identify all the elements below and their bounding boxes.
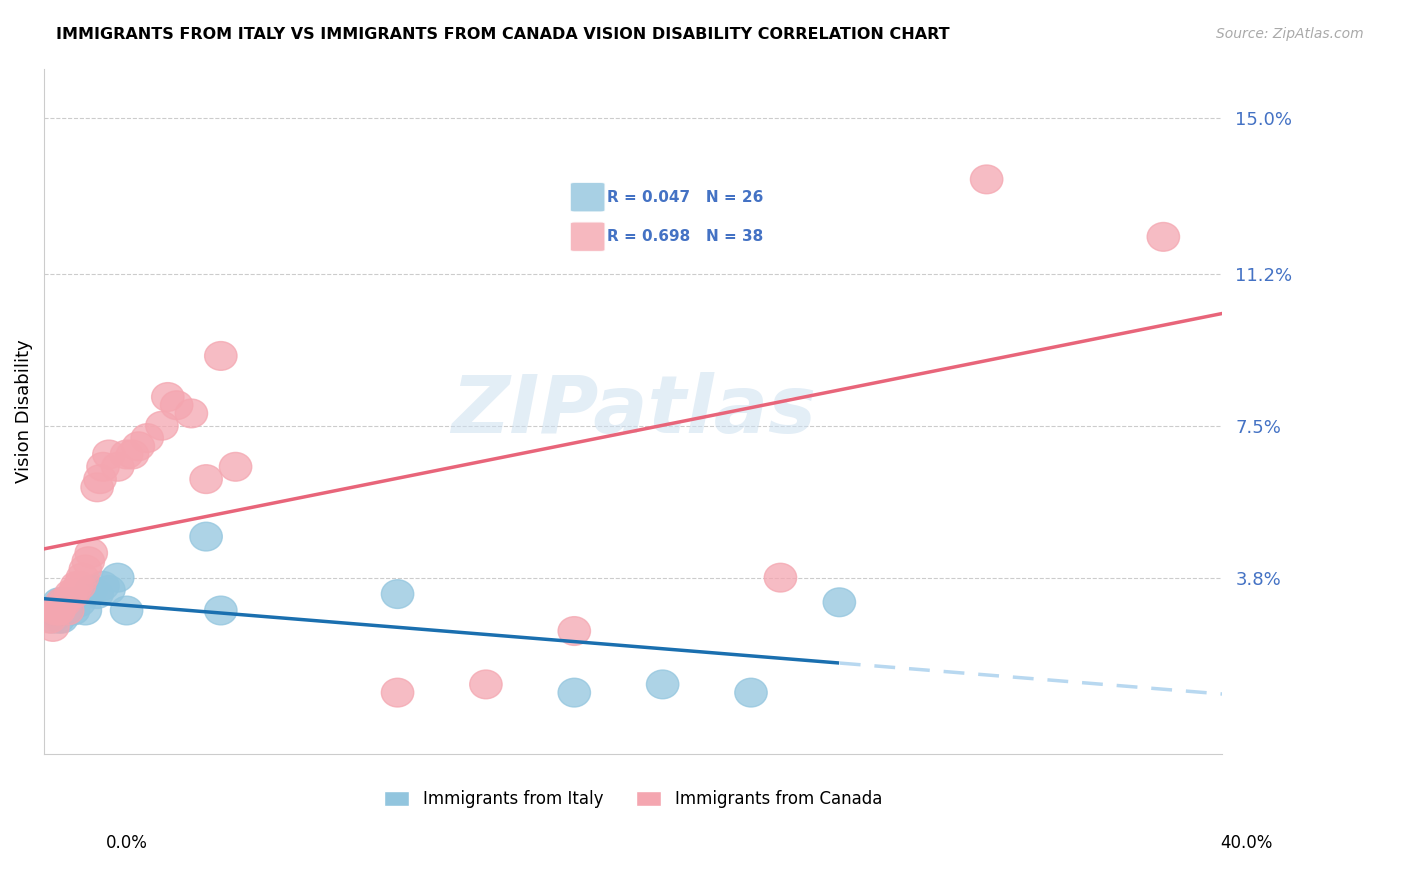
Text: IMMIGRANTS FROM ITALY VS IMMIGRANTS FROM CANADA VISION DISABILITY CORRELATION CH: IMMIGRANTS FROM ITALY VS IMMIGRANTS FROM… <box>56 27 950 42</box>
Ellipse shape <box>146 411 179 440</box>
Ellipse shape <box>381 678 413 707</box>
Ellipse shape <box>45 588 77 616</box>
Ellipse shape <box>55 580 87 608</box>
Ellipse shape <box>42 596 75 625</box>
Ellipse shape <box>1147 222 1180 252</box>
Y-axis label: Vision Disability: Vision Disability <box>15 340 32 483</box>
Ellipse shape <box>647 670 679 698</box>
Ellipse shape <box>52 596 84 625</box>
Ellipse shape <box>49 596 82 625</box>
Ellipse shape <box>131 424 163 452</box>
Ellipse shape <box>82 473 114 501</box>
Ellipse shape <box>205 596 238 625</box>
Ellipse shape <box>42 588 75 616</box>
Ellipse shape <box>63 572 96 600</box>
Ellipse shape <box>39 596 72 625</box>
Text: ZIPatlas: ZIPatlas <box>451 372 815 450</box>
Ellipse shape <box>66 563 98 592</box>
Ellipse shape <box>69 555 101 583</box>
Ellipse shape <box>735 678 768 707</box>
Ellipse shape <box>34 596 66 625</box>
Ellipse shape <box>160 391 193 419</box>
Ellipse shape <box>93 440 125 469</box>
Text: 0.0%: 0.0% <box>105 834 148 852</box>
Ellipse shape <box>45 605 77 633</box>
Ellipse shape <box>111 596 143 625</box>
Text: R = 0.698   N = 38: R = 0.698 N = 38 <box>607 229 763 244</box>
Ellipse shape <box>87 572 120 600</box>
Ellipse shape <box>190 465 222 493</box>
Ellipse shape <box>117 440 149 469</box>
Ellipse shape <box>558 616 591 646</box>
Ellipse shape <box>58 596 90 625</box>
Ellipse shape <box>111 440 143 469</box>
Ellipse shape <box>82 580 114 608</box>
Ellipse shape <box>205 342 238 370</box>
Ellipse shape <box>75 575 107 605</box>
Ellipse shape <box>45 588 77 616</box>
Ellipse shape <box>93 575 125 605</box>
Ellipse shape <box>72 547 104 575</box>
Ellipse shape <box>101 563 134 592</box>
Ellipse shape <box>58 580 90 608</box>
Ellipse shape <box>381 580 413 608</box>
Ellipse shape <box>176 399 208 428</box>
Ellipse shape <box>39 596 72 625</box>
Ellipse shape <box>470 670 502 698</box>
Ellipse shape <box>69 596 101 625</box>
Ellipse shape <box>42 596 75 625</box>
Ellipse shape <box>49 588 82 616</box>
Legend: Immigrants from Italy, Immigrants from Canada: Immigrants from Italy, Immigrants from C… <box>378 783 889 814</box>
Ellipse shape <box>84 465 117 493</box>
FancyBboxPatch shape <box>571 182 605 212</box>
Ellipse shape <box>60 572 93 600</box>
Ellipse shape <box>765 563 797 592</box>
Ellipse shape <box>970 165 1002 194</box>
Ellipse shape <box>63 588 96 616</box>
Ellipse shape <box>37 605 69 633</box>
Ellipse shape <box>190 522 222 551</box>
Ellipse shape <box>37 613 69 641</box>
Ellipse shape <box>152 383 184 411</box>
Ellipse shape <box>75 539 107 567</box>
Ellipse shape <box>87 452 120 481</box>
Ellipse shape <box>101 452 134 481</box>
Ellipse shape <box>219 452 252 481</box>
Ellipse shape <box>42 605 75 633</box>
Text: R = 0.047   N = 26: R = 0.047 N = 26 <box>607 190 763 204</box>
Ellipse shape <box>122 432 155 460</box>
Ellipse shape <box>34 605 66 633</box>
Ellipse shape <box>823 588 856 616</box>
Ellipse shape <box>55 588 87 616</box>
Ellipse shape <box>558 678 591 707</box>
Text: Source: ZipAtlas.com: Source: ZipAtlas.com <box>1216 27 1364 41</box>
Text: 40.0%: 40.0% <box>1220 834 1272 852</box>
FancyBboxPatch shape <box>571 222 605 252</box>
Ellipse shape <box>52 596 84 625</box>
